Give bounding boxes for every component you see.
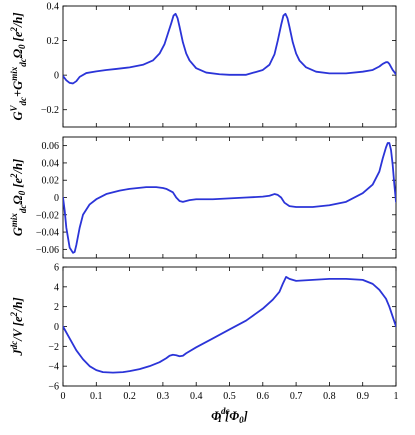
axis-label-part: Φ [211, 409, 221, 423]
y-tick-label: −0.02 [36, 210, 59, 221]
plot-frame [62, 5, 397, 128]
plot-frame [62, 266, 397, 387]
y-tick-label: −0.04 [36, 228, 59, 239]
axis-label-part: V [9, 104, 19, 111]
series-line [63, 276, 396, 374]
y-axis-label: Jdc/V [e2/h] [9, 297, 25, 356]
x-tick-label: 0.5 [223, 391, 236, 402]
x-tick-label: 0.8 [323, 391, 336, 402]
y-tick-label: 0.02 [42, 176, 60, 187]
series-line [63, 12, 396, 85]
y-tick-label: −0.06 [36, 245, 59, 256]
axis-label-part: J [11, 349, 25, 357]
y-tick-label: −4 [48, 362, 59, 373]
axis-label-part: dc [18, 205, 28, 214]
x-tick-label: 0.2 [123, 391, 136, 402]
axis-label-part: /h] [11, 13, 25, 29]
x-tick-label: 0.6 [257, 391, 270, 402]
y-tick-label: −2 [48, 342, 59, 353]
axis-label-part: /V [11, 327, 25, 341]
axis-label-part: G [11, 111, 25, 120]
y-tick-label: 0 [54, 322, 59, 333]
axis-label-part: 0 [239, 415, 244, 425]
y-tick-label: 0.2 [47, 36, 60, 47]
y-tick-label: 0.04 [42, 158, 60, 169]
axis-label-part: dc [18, 97, 28, 106]
axis-label-part: 2 [9, 311, 19, 317]
y-tick-label: 0.06 [42, 141, 60, 152]
x-axis-label: Φdc 1 [Φ0] [211, 406, 248, 425]
x-tick-label: 0.4 [190, 391, 203, 402]
axis-label-part: 2 [9, 173, 19, 179]
y-axis-label: GVdc+GmixdcΩ0 [e2/h] [9, 13, 28, 121]
y-tick-label: −0.2 [41, 105, 59, 116]
axis-label-part: Ω [11, 195, 25, 205]
axis-label-part: dc [221, 406, 230, 416]
y-tick-label: −6 [48, 382, 59, 393]
axis-label-part: /h] [11, 159, 25, 175]
x-tick-label: 0.9 [356, 391, 369, 402]
y-axis-label: GmixdcΩ0 [e2/h] [9, 159, 28, 236]
x-tick-label: 0 [61, 391, 66, 402]
y-axis-label-text: Jdc/V [e2/h] [9, 297, 25, 356]
axis-label-part: ] [243, 409, 248, 423]
x-tick-label: 0.1 [90, 391, 103, 402]
axis-label-part: [e [11, 316, 25, 329]
axis-label-part: Ω [11, 48, 25, 58]
series-line [63, 142, 396, 254]
x-tick-label: 1 [394, 391, 399, 402]
y-axis-label-text: GmixdcΩ0 [e2/h] [9, 159, 28, 236]
axis-label-part: dc [9, 341, 19, 350]
axis-label-part: 0 [17, 44, 27, 49]
y-axis-label-text: GVdc+GmixdcΩ0 [e2/h] [9, 13, 28, 121]
axis-label-part: mix [9, 213, 19, 228]
axis-label-part: [Φ [222, 409, 239, 423]
x-tick-label: 0.3 [157, 391, 170, 402]
axis-label-part: +G [11, 81, 25, 97]
axis-label-part: [e [11, 177, 25, 190]
axis-label-part: mix [9, 66, 19, 81]
y-tick-label: 6 [54, 263, 59, 274]
axis-label-part: [e [11, 31, 25, 44]
x-tick-label: 0.7 [290, 391, 303, 402]
y-tick-label: 2 [54, 302, 59, 313]
y-tick-label: 4 [54, 282, 59, 293]
bottom-panel: 0 0.1 0.2 0.3 0.4 0.5 0.6 0.7 0.8 0.9 1 −6 −4 −2 0 2 4 6 J… [9, 263, 399, 426]
y-tick-label: 0 [54, 71, 59, 82]
y-tick-label: 0.4 [47, 2, 60, 13]
axis-label-part: dc [18, 58, 28, 67]
axis-label-part: 0 [17, 190, 27, 195]
axis-label-part: /h] [11, 297, 25, 313]
axis-label-part: 2 [9, 27, 19, 33]
y-tick-label: 0 [54, 193, 59, 204]
axis-label-part: G [11, 227, 25, 236]
axis-label-part: 1 [218, 414, 223, 424]
